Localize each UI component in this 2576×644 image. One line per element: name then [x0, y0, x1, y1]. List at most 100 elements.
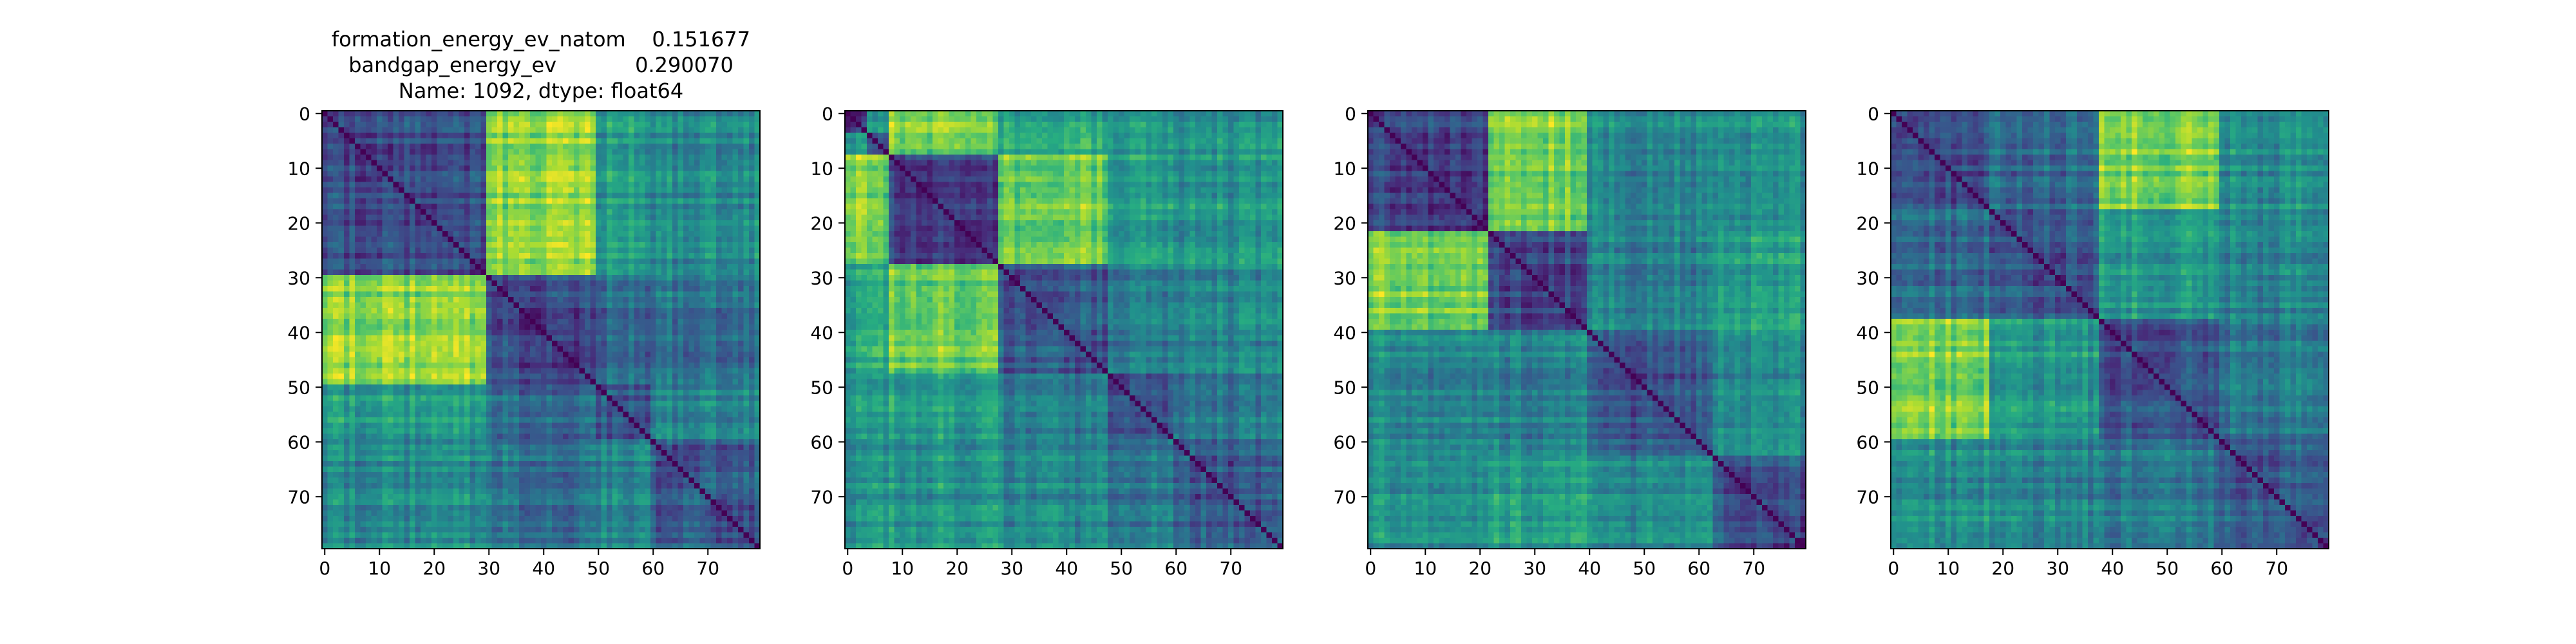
- heatmap-cell: [689, 242, 695, 248]
- heatmap-cell: [377, 209, 383, 215]
- heatmap-cell: [328, 352, 334, 357]
- heatmap-cell: [650, 384, 656, 390]
- heatmap-cell: [481, 149, 487, 155]
- heatmap-cell: [596, 379, 601, 385]
- heatmap-cell: [497, 138, 503, 144]
- heatmap-cell: [580, 226, 585, 232]
- heatmap-cell: [415, 281, 421, 287]
- heatmap-cell: [744, 330, 750, 336]
- heatmap-cell: [415, 401, 421, 407]
- heatmap-cell: [623, 445, 629, 451]
- heatmap-cell: [475, 215, 481, 221]
- heatmap-cell: [733, 237, 739, 243]
- heatmap-cell: [667, 368, 673, 374]
- heatmap-cell: [492, 445, 498, 451]
- heatmap-cell: [585, 308, 591, 314]
- heatmap-cell: [404, 220, 410, 226]
- heatmap-cell: [716, 325, 722, 330]
- heatmap-cell: [547, 286, 553, 292]
- heatmap-cell: [650, 176, 656, 182]
- heatmap-cell: [486, 352, 492, 357]
- heatmap-cell: [634, 319, 640, 325]
- heatmap-cell: [700, 297, 706, 303]
- heatmap-cell: [661, 357, 667, 363]
- heatmap-cell: [350, 171, 355, 177]
- heatmap-cell: [333, 395, 339, 401]
- heatmap-cell: [612, 193, 618, 199]
- heatmap-cell: [552, 166, 558, 171]
- heatmap-cell: [623, 160, 629, 166]
- heatmap-cell: [448, 144, 454, 149]
- heatmap-cell: [744, 209, 750, 215]
- heatmap-cell: [475, 182, 481, 188]
- heatmap-cell: [744, 215, 750, 221]
- heatmap-cell: [547, 264, 553, 270]
- heatmap-cell: [639, 166, 645, 171]
- heatmap-cell: [388, 384, 393, 390]
- heatmap-cell: [492, 330, 498, 336]
- heatmap-cell: [607, 379, 612, 385]
- heatmap-cell: [492, 336, 498, 341]
- heatmap-cell: [399, 166, 404, 171]
- heatmap-cell: [431, 149, 437, 155]
- heatmap-cell: [727, 166, 733, 171]
- heatmap-cell: [453, 138, 459, 144]
- heatmap-cell: [694, 215, 700, 221]
- heatmap-cell: [612, 259, 618, 265]
- heatmap-cell: [388, 401, 393, 407]
- heatmap-cell: [372, 374, 377, 379]
- heatmap-cell: [591, 155, 596, 160]
- heatmap-cell: [744, 406, 750, 412]
- heatmap-cell: [656, 401, 662, 407]
- heatmap-cell: [530, 374, 536, 379]
- heatmap-cell: [694, 297, 700, 303]
- heatmap-cell: [415, 259, 421, 265]
- heatmap-cell: [601, 231, 607, 237]
- heatmap-cell: [738, 138, 744, 144]
- heatmap-cell: [645, 176, 651, 182]
- heatmap-cell: [667, 363, 673, 368]
- heatmap-cell: [574, 259, 580, 265]
- heatmap-cell: [388, 314, 393, 319]
- heatmap-cell: [536, 325, 542, 330]
- heatmap-cell: [552, 417, 558, 423]
- heatmap-cell: [497, 308, 503, 314]
- heatmap-cell: [727, 384, 733, 390]
- heatmap-cell: [421, 292, 426, 298]
- heatmap-cell: [372, 363, 377, 368]
- heatmap-cell: [711, 325, 717, 330]
- heatmap-cell: [339, 395, 345, 401]
- heatmap-cell: [656, 275, 662, 281]
- heatmap-cell: [383, 281, 388, 287]
- heatmap-cell: [344, 144, 350, 149]
- heatmap-cell: [694, 352, 700, 357]
- heatmap-cell: [634, 220, 640, 226]
- heatmap-cell: [339, 160, 345, 166]
- heatmap-cell: [585, 220, 591, 226]
- heatmap-cell: [749, 292, 755, 298]
- heatmap-cell: [486, 111, 492, 117]
- heatmap-cell: [415, 303, 421, 308]
- heatmap-cell: [464, 363, 470, 368]
- heatmap-cell: [366, 155, 372, 160]
- heatmap-cell: [672, 319, 678, 325]
- heatmap-cell: [574, 264, 580, 270]
- heatmap-cell: [667, 128, 673, 133]
- heatmap-cell: [574, 346, 580, 352]
- heatmap-cell: [426, 122, 432, 128]
- heatmap-cell: [661, 128, 667, 133]
- heatmap-cell: [678, 439, 684, 445]
- heatmap-cell: [618, 303, 623, 308]
- heatmap-cell: [339, 264, 345, 270]
- heatmap-cell: [558, 259, 564, 265]
- heatmap-cell: [547, 187, 553, 193]
- heatmap-cell: [547, 155, 553, 160]
- heatmap-cell: [486, 286, 492, 292]
- heatmap-cell: [536, 363, 542, 368]
- heatmap-cell: [470, 346, 476, 352]
- heatmap-cell: [486, 423, 492, 429]
- heatmap-cell: [442, 160, 448, 166]
- heatmap-cell: [514, 401, 520, 407]
- heatmap-cell: [339, 336, 345, 341]
- heatmap-cell: [530, 412, 536, 418]
